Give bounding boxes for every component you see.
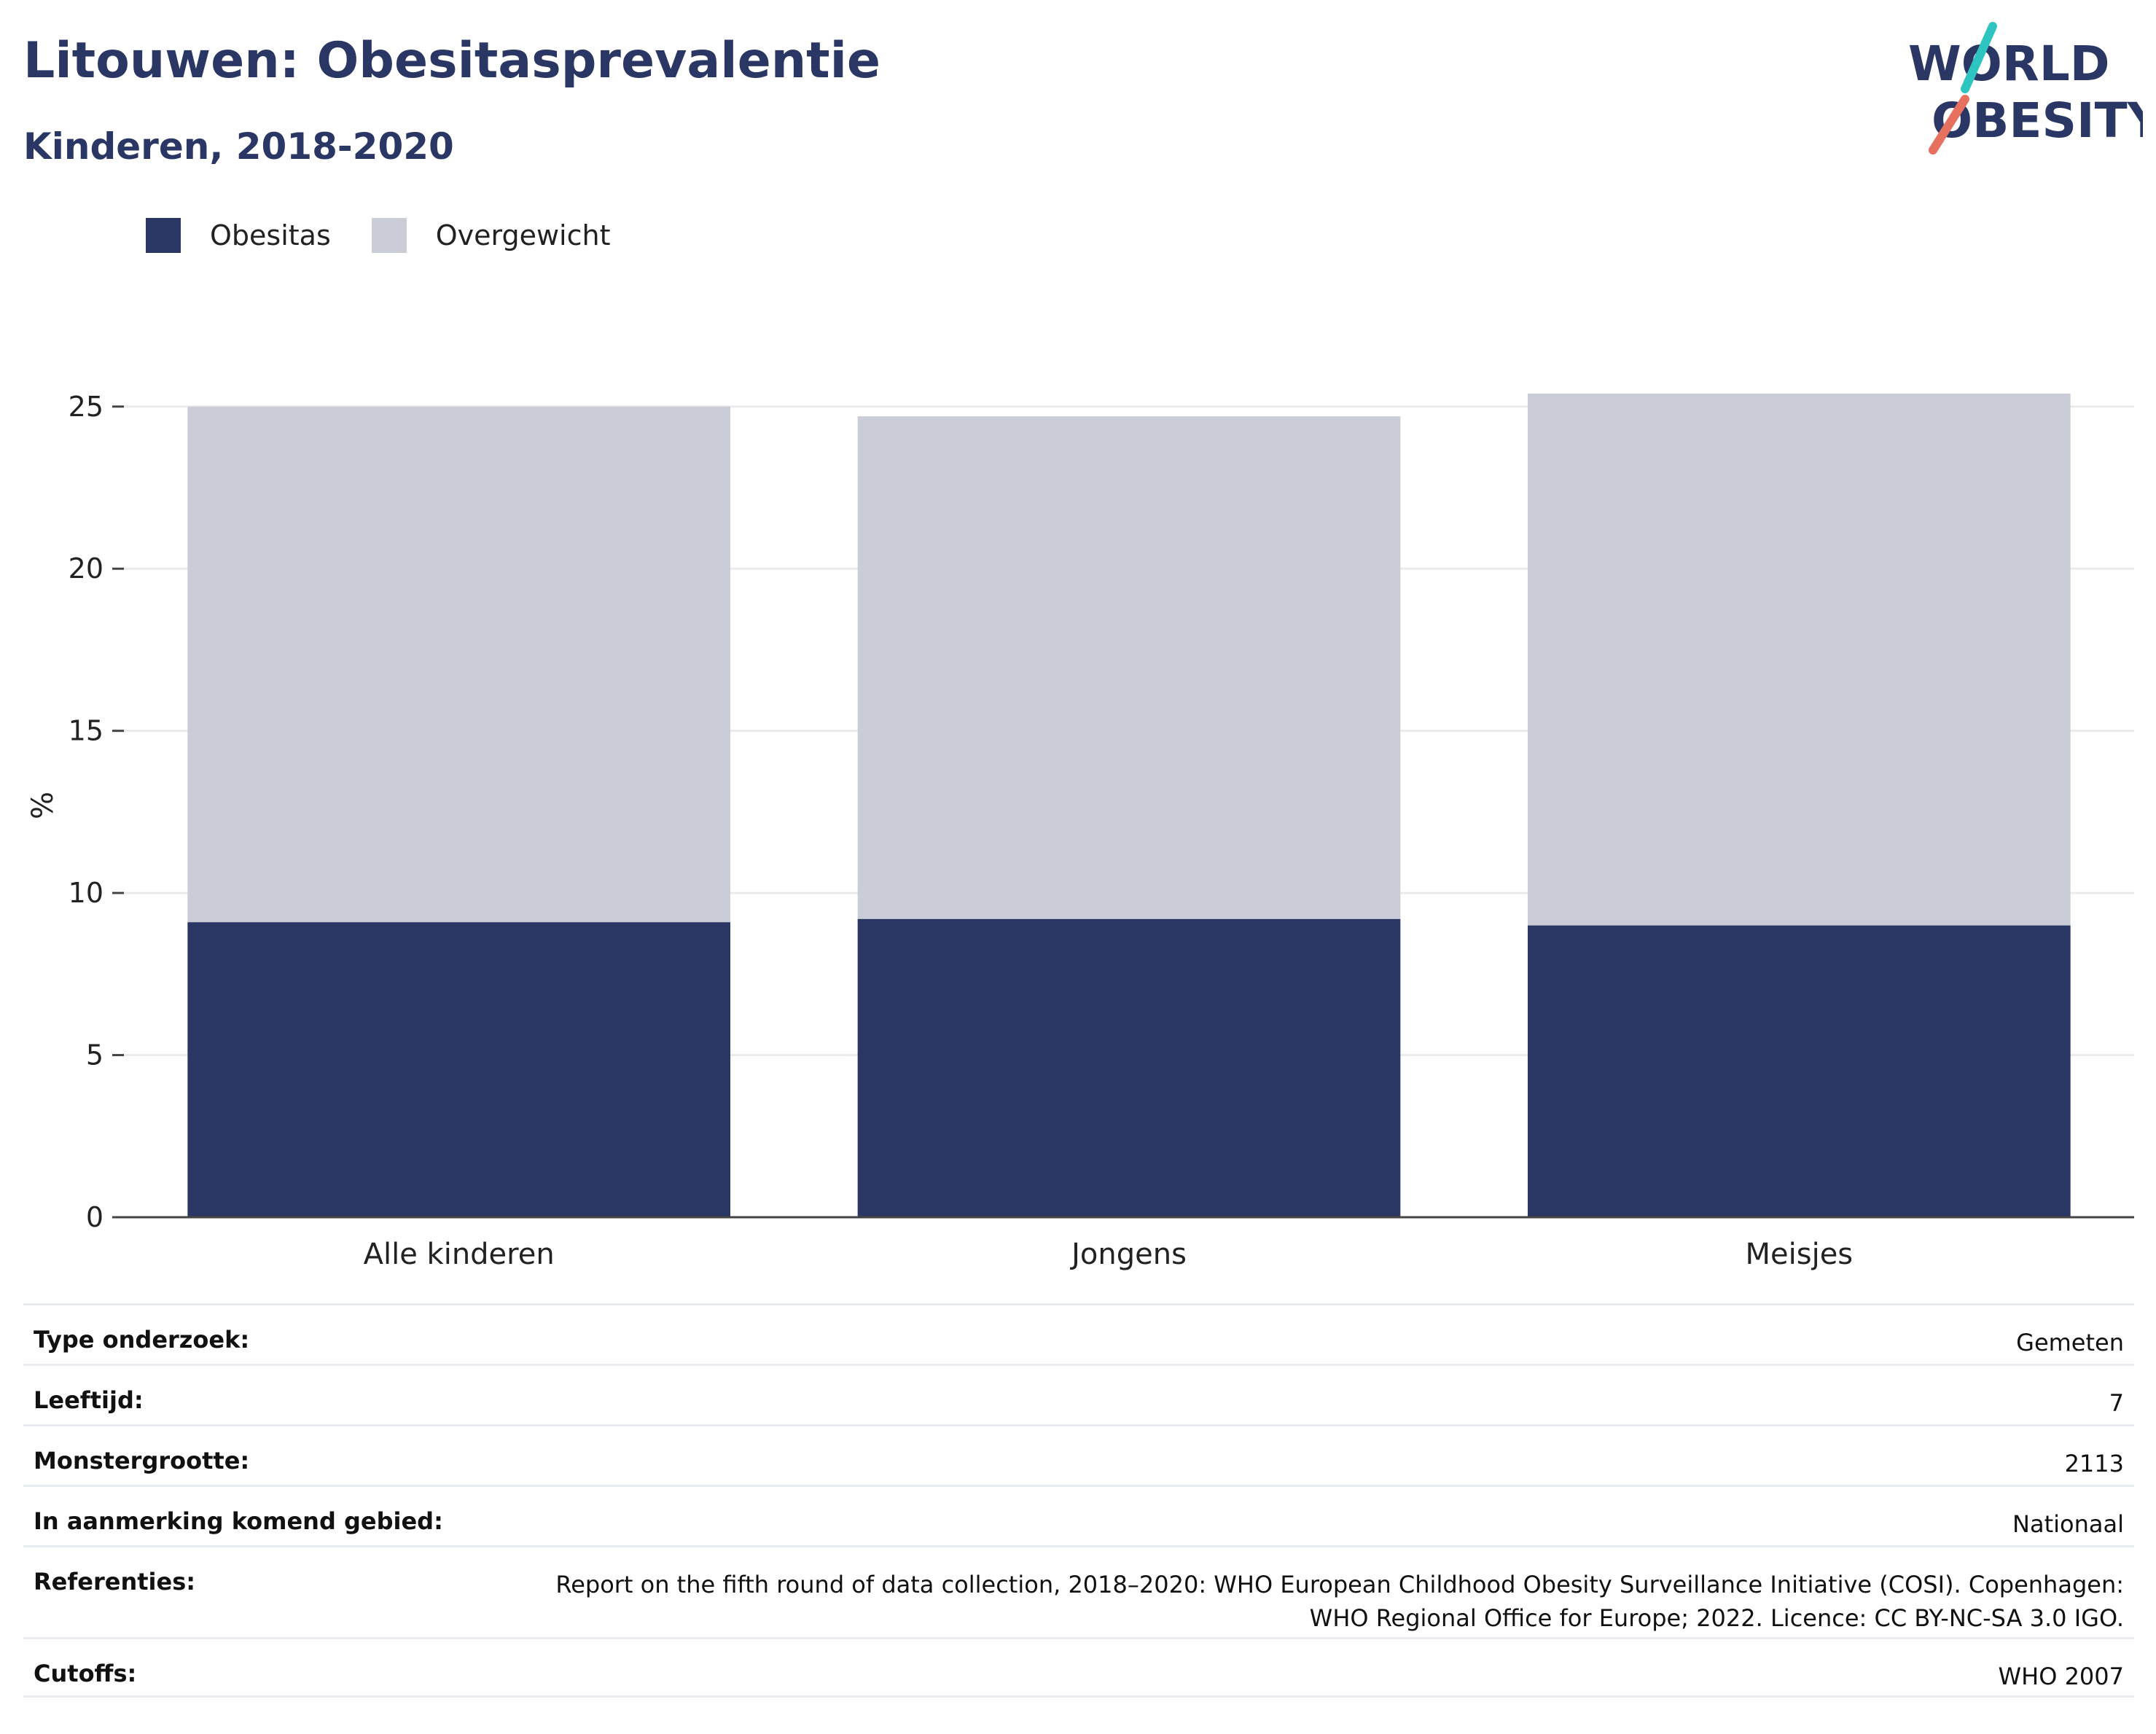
- legend-label-obesitas: Obesitas: [210, 219, 331, 251]
- y-tick-label-5: 5: [86, 1039, 103, 1071]
- x-tick-label-1: Jongens: [1069, 1238, 1187, 1271]
- meta-value-age: 7: [2109, 1389, 2124, 1417]
- meta-key-type: Type onderzoek:: [34, 1326, 250, 1354]
- bar-overgewicht-1: [857, 416, 1401, 919]
- x-tick-label-0: Alle kinderen: [364, 1238, 555, 1271]
- meta-value-type: Gemeten: [2016, 1329, 2124, 1356]
- x-tick-label-2: Meisjes: [1746, 1238, 1854, 1271]
- legend-item-overgewicht[interactable]: Overgewicht: [371, 218, 611, 253]
- y-tick-label-15: 15: [69, 715, 103, 747]
- meta-row-area: In aanmerking komend gebied: Nationaal: [23, 1485, 2134, 1545]
- logo-slash-bottom: [1929, 95, 1969, 155]
- world-obesity-logo: WORLD OBESITY: [1908, 22, 2143, 155]
- meta-row-type: Type onderzoek: Gemeten: [23, 1303, 2134, 1364]
- legend-swatch-obesitas: [146, 218, 181, 253]
- bar-obesitas-2: [1528, 925, 2071, 1217]
- stacked-bar-chart: 0 5 10 15 20 25% Alle kinderen Jongens Meisjes: [26, 391, 2134, 1271]
- legend-label-overgewicht: Overgewicht: [435, 219, 611, 251]
- chart-subtitle: Kinderen, 2018-2020: [23, 125, 454, 168]
- bar-obesitas-1: [857, 918, 1401, 1217]
- legend-item-obesitas[interactable]: Obesitas: [146, 218, 331, 253]
- meta-key-references: Referenties:: [34, 1568, 196, 1596]
- meta-row-references: Referenties: Report on the fifth round o…: [23, 1545, 2134, 1637]
- meta-row-sample-size: Monstergrootte: 2113: [23, 1424, 2134, 1485]
- bar-overgewicht-0: [187, 406, 730, 923]
- chart-title: Litouwen: Obesitasprevalentie: [23, 32, 881, 90]
- meta-key-cutoffs: Cutoffs:: [34, 1660, 137, 1687]
- meta-value-cutoffs: WHO 2007: [1998, 1663, 2125, 1690]
- y-axis-label: %: [26, 792, 60, 819]
- logo-line1: WORLD: [1908, 36, 2110, 92]
- y-tick-label-25: 25: [69, 391, 103, 423]
- legend: Obesitas Overgewicht: [146, 216, 652, 255]
- meta-key-age: Leeftijd:: [34, 1386, 144, 1414]
- meta-value-references: Report on the fifth round of data collec…: [555, 1571, 2124, 1632]
- y-tick-label-10: 10: [69, 877, 103, 909]
- meta-row-cutoffs: Cutoffs: WHO 2007: [23, 1637, 2134, 1698]
- legend-swatch-overgewicht: [371, 218, 407, 253]
- y-tick-label-20: 20: [69, 552, 103, 585]
- bar-obesitas-0: [187, 922, 730, 1217]
- meta-key-sample-size: Monstergrootte:: [34, 1447, 250, 1475]
- meta-row-age: Leeftijd: 7: [23, 1364, 2134, 1424]
- meta-value-sample-size: 2113: [2064, 1450, 2124, 1477]
- bar-overgewicht-2: [1528, 394, 2071, 926]
- meta-value-area: Nationaal: [2012, 1510, 2124, 1538]
- meta-key-area: In aanmerking komend gebied:: [34, 1507, 443, 1535]
- logo-slash-top: [1961, 22, 1997, 93]
- metadata-table: Type onderzoek: Gemeten Leeftijd: 7 Mons…: [23, 1303, 2134, 1698]
- y-tick-label-0: 0: [86, 1201, 103, 1233]
